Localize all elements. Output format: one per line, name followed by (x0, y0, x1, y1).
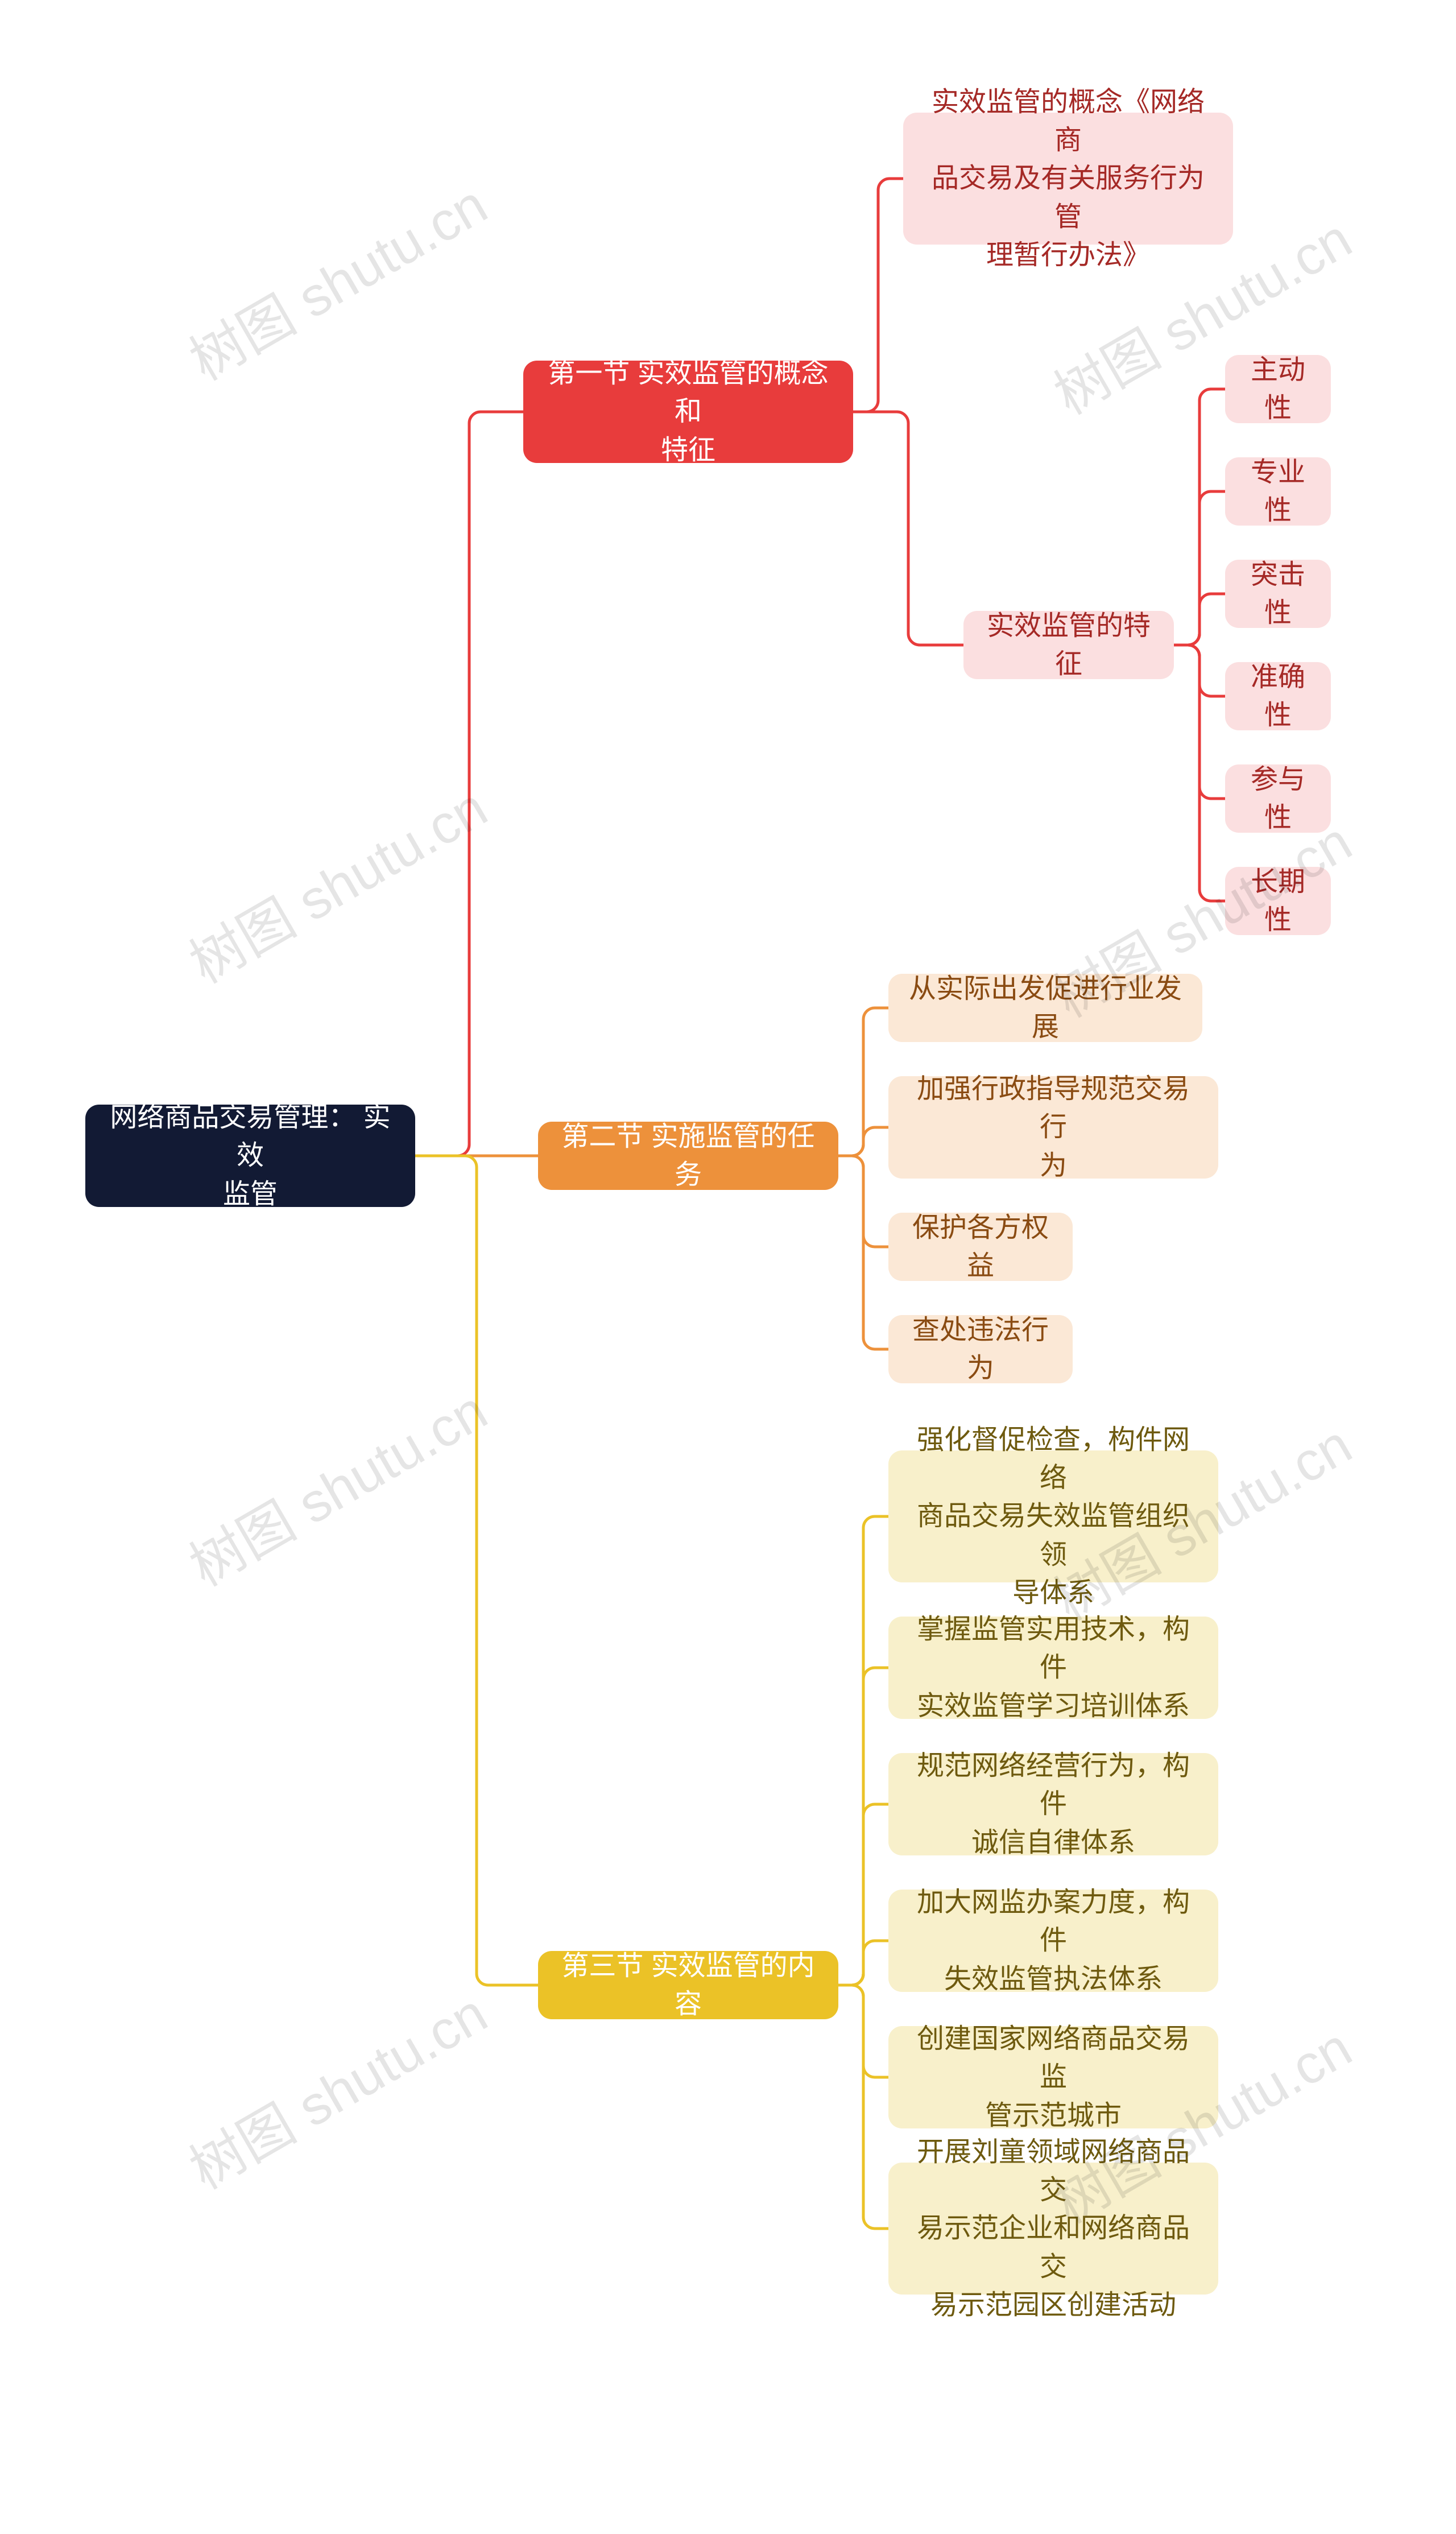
mindmap-node-t4: 查处违法行为 (888, 1315, 1073, 1383)
mindmap-node-f1: 主动性 (1225, 355, 1331, 423)
mindmap-node-f4: 准确性 (1225, 662, 1331, 730)
mindmap-node-label: 专业性 (1241, 453, 1315, 530)
mindmap-node-t2: 加强行政指导规范交易行 为 (888, 1076, 1218, 1179)
mindmap-node-c6: 开展刘童领域网络商品交 易示范企业和网络商品交 易示范园区创建活动 (888, 2163, 1218, 2295)
mindmap-node-label: 从实际出发促进行业发展 (904, 970, 1186, 1046)
mindmap-node-label: 掌握监管实用技术，构件 实效监管学习培训体系 (904, 1610, 1202, 1725)
edge-s3-c6 (838, 1985, 888, 2229)
mindmap-node-label: 开展刘童领域网络商品交 易示范企业和网络商品交 易示范园区创建活动 (904, 2133, 1202, 2324)
mindmap-node-t1: 从实际出发促进行业发展 (888, 974, 1202, 1042)
edge-s1-s1c2 (853, 412, 963, 645)
mindmap-node-label: 突击性 (1241, 556, 1315, 632)
mindmap-node-f5: 参与性 (1225, 764, 1331, 833)
mindmap-node-root: 网络商品交易管理： 实效 监管 (85, 1105, 415, 1207)
mindmap-node-label: 第一节 实效监管的概念和 特征 (539, 354, 837, 469)
mindmap-node-c2: 掌握监管实用技术，构件 实效监管学习培训体系 (888, 1617, 1218, 1719)
mindmap-node-label: 规范网络经营行为，构件 诚信自律体系 (904, 1747, 1202, 1862)
mindmap-node-label: 长期性 (1241, 863, 1315, 939)
mindmap-node-label: 创建国家网络商品交易监 管示范城市 (904, 2020, 1202, 2135)
mindmap-node-label: 主动性 (1241, 351, 1315, 427)
mindmap-node-label: 第二节 实施监管的任务 (554, 1118, 822, 1194)
mindmap-node-f2: 专业性 (1225, 457, 1331, 526)
mindmap-node-label: 准确性 (1241, 658, 1315, 734)
mindmap-node-label: 网络商品交易管理： 实效 监管 (101, 1098, 399, 1213)
mindmap-node-label: 参与性 (1241, 760, 1315, 837)
edge-s1-s1c1 (853, 179, 903, 412)
edge-s1c2-f3 (1174, 594, 1225, 645)
mindmap-node-label: 加大网监办案力度，构件 失效监管执法体系 (904, 1883, 1202, 1998)
mindmap-node-t3: 保护各方权益 (888, 1213, 1073, 1281)
edge-root-s3 (415, 1156, 538, 1985)
mindmap-node-s3: 第三节 实效监管的内容 (538, 1951, 838, 2019)
mindmap-node-s2: 第二节 实施监管的任务 (538, 1122, 838, 1190)
mindmap-node-c3: 规范网络经营行为，构件 诚信自律体系 (888, 1753, 1218, 1855)
mindmap-node-c4: 加大网监办案力度，构件 失效监管执法体系 (888, 1890, 1218, 1992)
mindmap-node-s1c1: 实效监管的概念《网络商 品交易及有关服务行为管 理暂行办法》 (903, 113, 1233, 245)
mindmap-node-label: 强化督促检查，构件网络 商品交易失效监管组织领 导体系 (904, 1421, 1202, 1612)
mindmap-node-label: 查处违法行为 (904, 1311, 1057, 1387)
mindmap-node-c5: 创建国家网络商品交易监 管示范城市 (888, 2026, 1218, 2128)
mindmap-node-s1: 第一节 实效监管的概念和 特征 (523, 361, 853, 463)
mindmap-node-label: 加强行政指导规范交易行 为 (904, 1070, 1202, 1185)
mindmap-node-s1c2: 实效监管的特征 (963, 611, 1174, 679)
edge-s3-c4 (838, 1941, 888, 1985)
mindmap-node-f6: 长期性 (1225, 867, 1331, 935)
mindmap-node-f3: 突击性 (1225, 560, 1331, 628)
mindmap-node-label: 实效监管的特征 (979, 607, 1158, 683)
edge-root-s1 (415, 412, 523, 1156)
edge-s2-t4 (838, 1156, 888, 1349)
mindmap-node-c1: 强化督促检查，构件网络 商品交易失效监管组织领 导体系 (888, 1450, 1218, 1582)
mindmap-node-label: 实效监管的概念《网络商 品交易及有关服务行为管 理暂行办法》 (919, 83, 1217, 274)
mindmap-node-label: 保护各方权益 (904, 1209, 1057, 1285)
mindmap-node-label: 第三节 实效监管的内容 (554, 1947, 822, 2023)
edge-s1c2-f6 (1174, 645, 1225, 901)
